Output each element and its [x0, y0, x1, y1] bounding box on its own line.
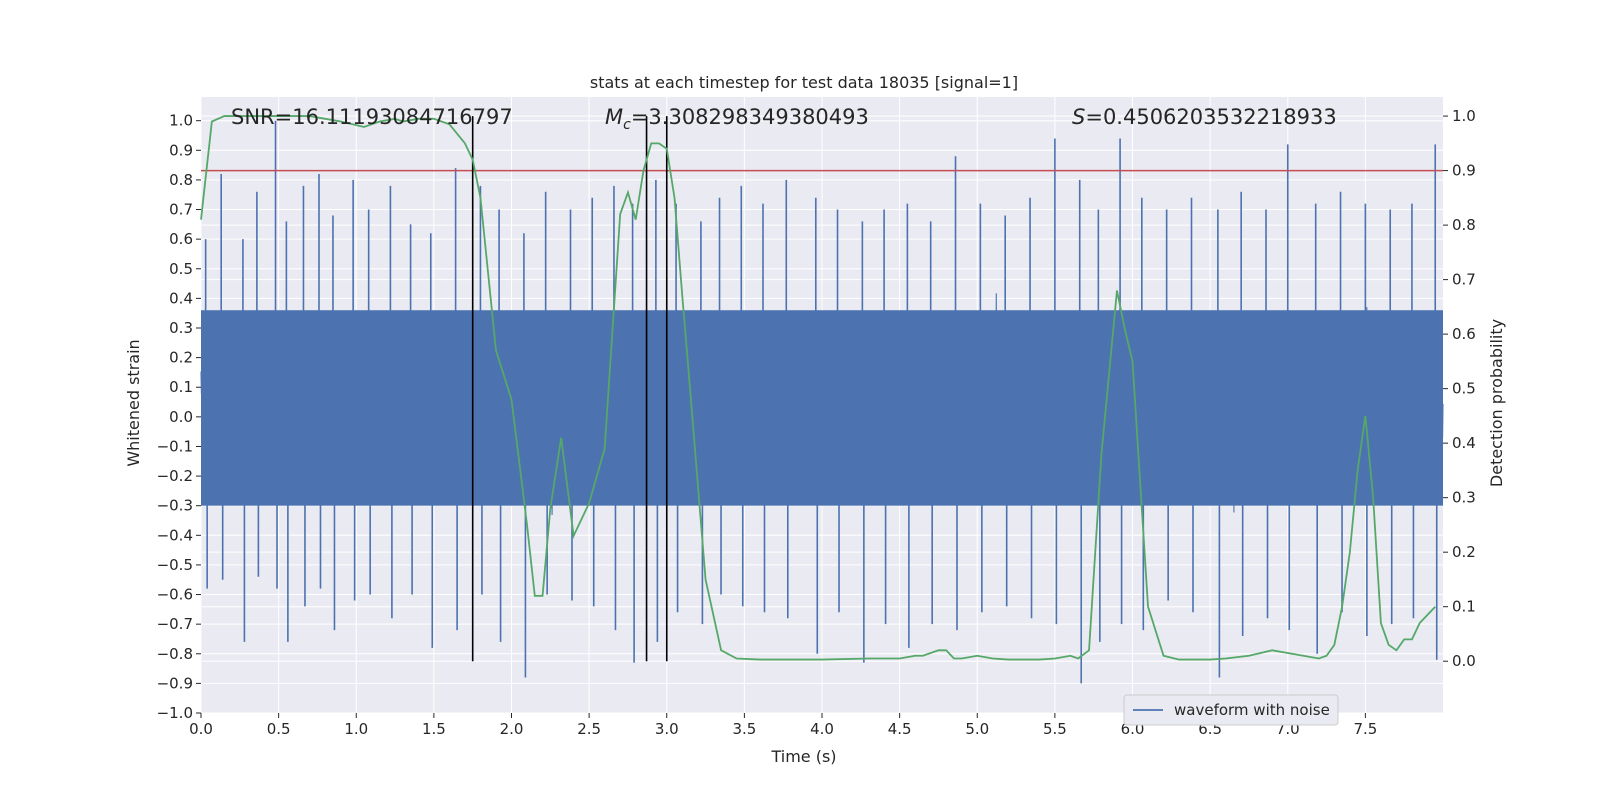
snr-annotation: SNR=16.11193084716797 — [231, 105, 513, 129]
y-right-tick-label: 0.5 — [1452, 380, 1476, 398]
x-tick-label: 1.5 — [422, 720, 446, 738]
x-tick-label: 0.5 — [267, 720, 291, 738]
waveform-series — [200, 120, 1444, 684]
y-axis-label: Whitened strain — [124, 339, 143, 466]
chirp-mass-annotation: Mc=3.308298349380493 — [605, 105, 869, 133]
x-tick-label: 2.5 — [577, 720, 601, 738]
y-tick-label: 0.5 — [169, 260, 193, 278]
y-tick-label: 0.7 — [169, 201, 193, 219]
y-tick-label: 0.3 — [169, 319, 193, 337]
y-tick-label: 0.1 — [169, 378, 193, 396]
statistic-value: =0.4506203532218933 — [1085, 105, 1336, 129]
y-tick-label: −0.6 — [157, 586, 193, 604]
y-tick-label: −1.0 — [157, 704, 193, 722]
y-tick-label: −0.1 — [157, 437, 193, 455]
y-axis-ticks: 1.0 0.9 0.8 0.7 0.6 0.5 0.4 0.3 0.2 0.1 0.0 −0.1 −0.… — [157, 112, 201, 722]
x-axis-label: Time (s) — [770, 747, 836, 766]
chirp-mass-subscript: c — [623, 117, 631, 133]
y-right-tick-label: 0.0 — [1452, 652, 1476, 670]
y-right-tick-label: 0.7 — [1452, 271, 1476, 289]
y-tick-label: 0.9 — [169, 141, 193, 159]
statistic-symbol: S — [1072, 105, 1085, 129]
y-tick-label: 0.4 — [169, 289, 193, 307]
legend-label: waveform with noise — [1174, 701, 1330, 719]
chart-title: stats at each timestep for test data 180… — [590, 73, 1018, 92]
right-axis-ticks: 1.0 0.9 0.8 0.7 0.6 0.5 0.4 0.3 0.2 0.1 0.0 — [1443, 107, 1476, 670]
y-right-tick-label: 0.4 — [1452, 434, 1476, 452]
y-tick-label: 0.6 — [169, 230, 193, 248]
right-axis-label: Detection probability — [1487, 319, 1506, 487]
y-right-tick-label: 0.1 — [1452, 598, 1476, 616]
y-right-tick-label: 0.9 — [1452, 162, 1476, 180]
y-right-tick-label: 0.8 — [1452, 216, 1476, 234]
chirp-mass-symbol: M — [605, 105, 623, 129]
probability-line — [200, 115, 1436, 661]
y-right-tick-label: 1.0 — [1452, 107, 1476, 125]
y-tick-label: −0.4 — [157, 526, 193, 544]
y-tick-label: −0.9 — [157, 674, 193, 692]
y-right-tick-label: 0.2 — [1452, 543, 1476, 561]
y-tick-label: 0.0 — [169, 408, 193, 426]
x-tick-label: 5.5 — [1043, 720, 1067, 738]
y-right-tick-label: 0.3 — [1452, 489, 1476, 507]
x-tick-label: 0.0 — [189, 720, 213, 738]
chirp-mass-value: =3.308298349380493 — [631, 105, 869, 129]
x-tick-label: 1.0 — [344, 720, 368, 738]
x-tick-label: 4.0 — [810, 720, 834, 738]
legend: waveform with noise — [1123, 694, 1339, 726]
legend-box — [1123, 694, 1339, 726]
y-tick-label: 1.0 — [169, 112, 193, 130]
x-tick-label: 3.5 — [732, 720, 756, 738]
x-tick-label: 3.0 — [655, 720, 679, 738]
y-tick-label: −0.2 — [157, 467, 193, 485]
y-tick-label: −0.3 — [157, 497, 193, 515]
x-tick-label: 7.5 — [1353, 720, 1377, 738]
y-tick-label: 0.8 — [169, 171, 193, 189]
waveform-dense-band — [201, 310, 1443, 506]
x-tick-label: 5.0 — [965, 720, 989, 738]
x-tick-label: 2.0 — [500, 720, 524, 738]
y-tick-label: −0.7 — [157, 615, 193, 633]
y-right-tick-label: 0.6 — [1452, 325, 1476, 343]
snr-statistic-annotation: S=0.4506203532218933 — [1072, 105, 1337, 129]
y-tick-label: −0.8 — [157, 645, 193, 663]
y-tick-label: 0.2 — [169, 349, 193, 367]
y-tick-label: −0.5 — [157, 556, 193, 574]
x-tick-label: 4.5 — [888, 720, 912, 738]
vertical-markers — [471, 116, 668, 662]
